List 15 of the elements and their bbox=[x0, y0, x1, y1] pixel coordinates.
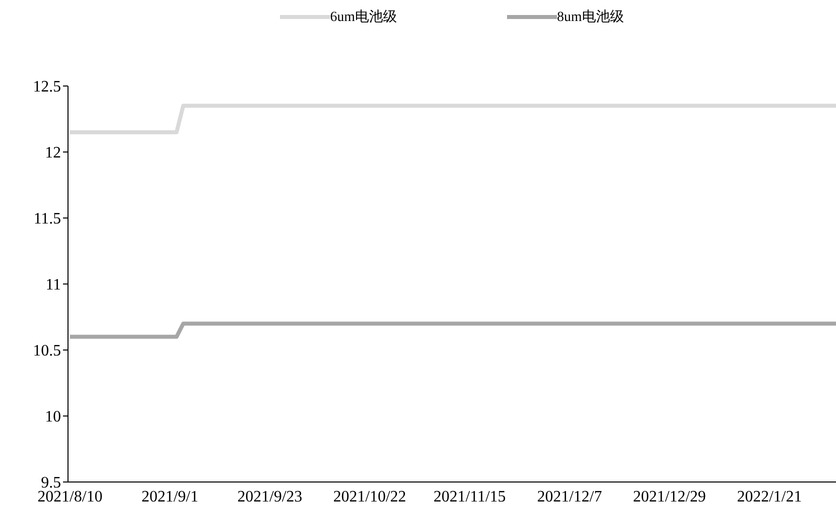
x-tick-label: 2021/11/15 bbox=[434, 488, 506, 506]
y-tick-label: 11 bbox=[46, 276, 61, 294]
x-tick-label: 2021/12/7 bbox=[537, 488, 602, 506]
y-tick-label: 11.5 bbox=[34, 210, 61, 228]
x-tick-label: 2022/1/21 bbox=[736, 488, 802, 506]
x-tick-label: 2021/9/23 bbox=[237, 488, 302, 506]
y-tick-label: 10.5 bbox=[33, 342, 61, 360]
x-tick-label: 2021/9/1 bbox=[141, 488, 198, 506]
x-tick-label: 2021/10/22 bbox=[333, 488, 406, 506]
x-tick-label: 2021/12/29 bbox=[633, 488, 706, 506]
y-tick-label: 12.5 bbox=[33, 78, 61, 96]
y-tick-label: 10 bbox=[45, 408, 61, 426]
legend-label: 8um电池级 bbox=[557, 8, 624, 26]
y-tick-label: 12 bbox=[45, 144, 61, 162]
legend-label: 6um电池级 bbox=[330, 8, 397, 26]
